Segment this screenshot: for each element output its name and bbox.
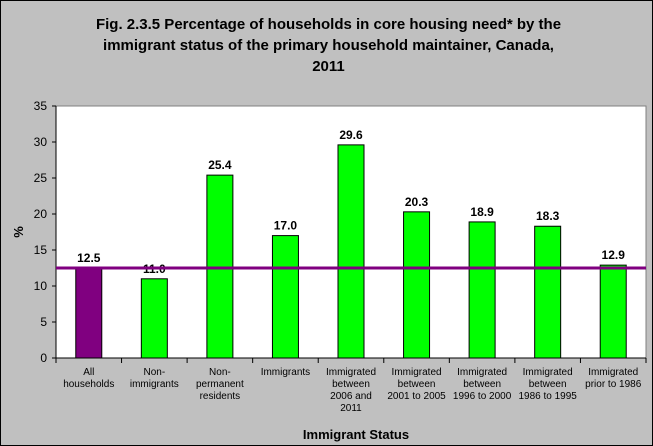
chart-title-line-3: 2011 (312, 58, 345, 75)
y-tick-label: 20 (34, 207, 48, 221)
x-category-label: residents (200, 391, 241, 402)
x-category-label: Immigrated (588, 367, 638, 378)
y-tick-label: 0 (40, 351, 47, 365)
chart-title-line-2: immigrant status of the primary househol… (103, 37, 554, 54)
y-tick-label: 25 (34, 171, 48, 185)
data-label: 17.0 (274, 219, 298, 233)
x-category-label: between (463, 379, 501, 390)
x-category-label: between (529, 379, 567, 390)
bar (75, 267, 103, 359)
x-category-label: Immigrated (457, 367, 507, 378)
data-label: 29.6 (339, 128, 363, 142)
x-category-label: Non- (143, 367, 165, 378)
x-category-label: All (83, 367, 94, 378)
x-category-label: between (398, 379, 436, 390)
data-label: 18.3 (536, 209, 560, 223)
data-label: 18.9 (470, 205, 494, 219)
data-label: 25.4 (208, 158, 232, 172)
x-category-label: between (332, 379, 370, 390)
x-category-label: Non- (209, 367, 231, 378)
y-tick-label: 30 (34, 135, 48, 149)
bar (140, 278, 168, 359)
x-category-label: 1986 to 1995 (518, 391, 577, 402)
y-tick-label: 10 (34, 279, 48, 293)
y-tick-label: 15 (34, 243, 48, 257)
x-category-label: Immigrated (392, 367, 442, 378)
x-category-label: 2011 (340, 403, 362, 414)
chart-title-line-1: Fig. 2.3.5 Percentage of households in c… (95, 16, 562, 33)
x-category-label: immigrants (130, 379, 179, 390)
x-category-label: households (63, 379, 114, 390)
data-label: 20.3 (405, 195, 429, 209)
x-category-label: Immigrants (261, 367, 310, 378)
data-label: 12.5 (77, 251, 101, 265)
x-category-label: 1996 to 2000 (453, 391, 512, 402)
x-category-label: 2006 and (330, 391, 372, 402)
y-tick-label: 5 (40, 315, 47, 329)
x-category-label: prior to 1986 (585, 379, 642, 390)
data-label: 12.9 (602, 248, 626, 262)
bar (271, 235, 299, 359)
bar (534, 225, 562, 359)
x-axis-title: Immigrant Status (303, 427, 409, 442)
y-axis-title: % (11, 226, 26, 238)
chart-title: Fig. 2.3.5 Percentage of households in c… (41, 14, 616, 77)
y-tick-label: 35 (34, 99, 48, 113)
bar (468, 221, 496, 359)
x-category-label: 2001 to 2005 (387, 391, 446, 402)
bar (403, 211, 431, 359)
x-category-label: permanent (196, 379, 244, 390)
bar (599, 264, 627, 359)
x-category-label: Immigrated (523, 367, 573, 378)
x-category-label: Immigrated (326, 367, 376, 378)
bar (337, 144, 365, 359)
